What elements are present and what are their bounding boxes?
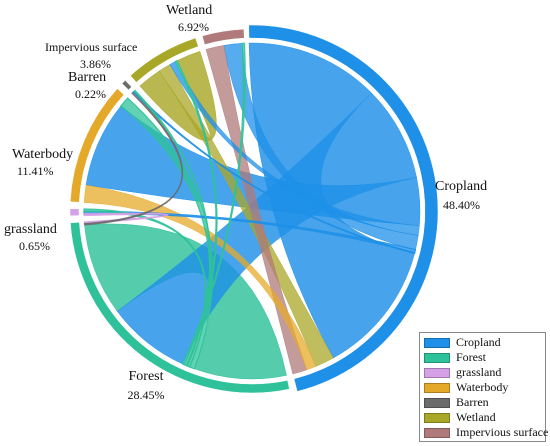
arc-wetland	[130, 37, 199, 83]
share-barren: 0.22%	[75, 87, 106, 101]
legend-label: Barren	[456, 395, 489, 409]
ribbon-forest-to-barren	[133, 89, 211, 367]
legend-label: Forest	[456, 350, 486, 364]
legend-item-impervious-surface: Impervious surface	[424, 425, 548, 440]
legend-swatch	[424, 337, 450, 348]
ribbon-cropland-to-wetland	[169, 61, 420, 236]
legend-label: Cropland	[456, 335, 501, 349]
legend-swatch	[424, 382, 450, 393]
ribbon-forest-to-impervious-surface	[181, 42, 246, 366]
chord-ribbons	[83, 42, 421, 380]
label-barren: Barren	[68, 70, 106, 85]
legend-swatch	[424, 367, 450, 378]
legend-swatch	[424, 412, 450, 423]
arc-grassland	[69, 208, 80, 217]
chord-arcs	[69, 24, 439, 394]
arc-waterbody	[69, 88, 125, 203]
chord-labels: Cropland 48.40% Forest 28.45% grassland 0.65%…	[4, 3, 487, 402]
legend-swatch	[424, 397, 450, 408]
label-waterbody: Waterbody	[12, 147, 73, 162]
share-impervious-surface: 3.86%	[80, 57, 111, 71]
label-forest: Forest	[129, 369, 164, 384]
ribbon-cropland-to-barren	[132, 90, 416, 255]
legend-swatch	[424, 427, 450, 438]
ribbon-barren-to-forest	[83, 91, 184, 226]
arc-cropland	[248, 24, 439, 392]
legend-item-barren: Barren	[424, 395, 541, 410]
share-waterbody: 11.41%	[17, 164, 54, 178]
label-cropland: Cropland	[435, 179, 487, 194]
legend: Cropland Forest grassland Waterbody Barren We…	[419, 332, 548, 442]
legend-label: Waterbody	[456, 380, 509, 394]
legend-item-cropland: Cropland	[424, 335, 541, 350]
label-wetland: Wetland	[166, 3, 212, 18]
ribbon-wetland-to-cropland	[158, 64, 334, 367]
legend-item-forest: Forest	[424, 350, 541, 365]
share-forest: 28.45%	[128, 388, 165, 402]
arc-forest	[70, 222, 290, 394]
arc-impervious-surface	[201, 28, 245, 45]
legend-label: Wetland	[456, 410, 496, 424]
legend-label: Impervious surface	[456, 425, 549, 439]
legend-swatch	[424, 352, 450, 363]
legend-item-waterbody: Waterbody	[424, 380, 541, 395]
arc-barren	[121, 80, 132, 91]
share-grassland: 0.65%	[19, 239, 50, 253]
legend-item-wetland: Wetland	[424, 410, 541, 425]
legend-item-grassland: grassland	[424, 365, 541, 380]
legend-label: grassland	[456, 365, 502, 379]
label-grassland: grassland	[4, 222, 57, 237]
share-cropland: 48.40%	[443, 198, 480, 212]
share-wetland: 6.92%	[178, 20, 209, 34]
label-impervious-surface: Impervious surface	[45, 40, 137, 54]
